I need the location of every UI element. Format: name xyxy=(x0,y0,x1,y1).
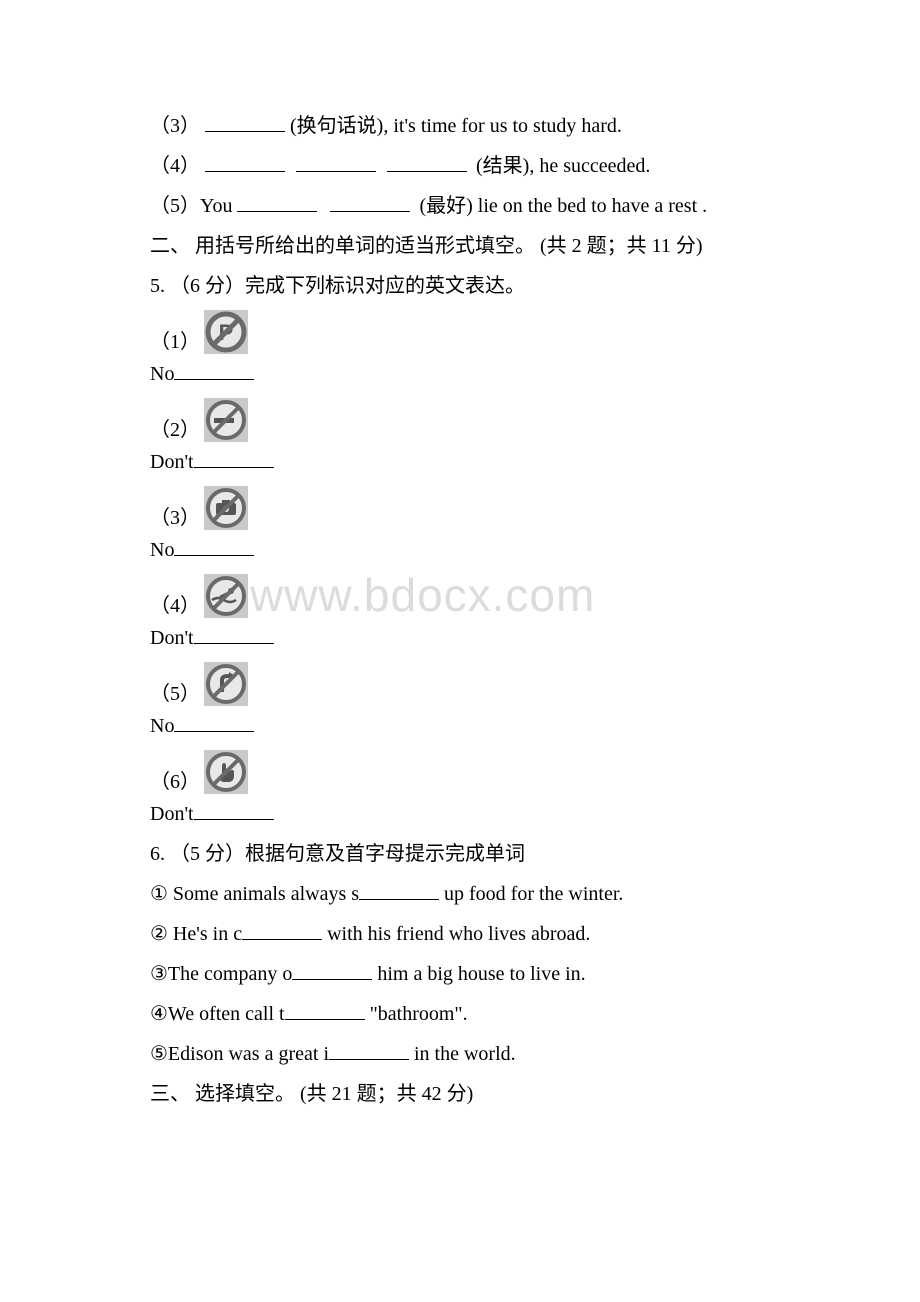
sign-3-prefix: No xyxy=(150,539,174,561)
no-swimming-icon xyxy=(204,574,248,618)
q6-5-tail: in the world. xyxy=(409,1043,516,1065)
q6-2-lead: ② He's in c xyxy=(150,923,242,945)
sign-5-num: （5） xyxy=(150,677,200,706)
sign-4-answer: Don't xyxy=(150,622,770,654)
sign-2-prefix: Don't xyxy=(150,451,194,473)
sign-4-num: （4） xyxy=(150,589,200,618)
no-smoking-icon xyxy=(204,398,248,442)
fill-blank[interactable] xyxy=(194,799,274,820)
fill-blank[interactable] xyxy=(205,111,285,132)
sign-1-num: （1） xyxy=(150,325,200,354)
question-5b: 5. （6 分）完成下列标识对应的英文表达。 xyxy=(150,270,770,302)
q5-num: （5） xyxy=(150,195,200,217)
sign-1-prefix: No xyxy=(150,363,174,385)
q5-lead: You xyxy=(200,195,237,217)
sign-3-num: （3） xyxy=(150,501,200,530)
sign-5-answer: No xyxy=(150,710,770,742)
fill-blank[interactable] xyxy=(205,151,285,172)
question-3: （3） (换句话说), it's time for us to study ha… xyxy=(150,110,770,142)
q6-4-lead: ④We often call t xyxy=(150,1003,285,1025)
sign-row-1: （1） P xyxy=(150,310,770,354)
fill-blank[interactable] xyxy=(174,359,254,380)
no-parking-icon: P xyxy=(204,310,248,354)
sign-row-4: （4） xyxy=(150,574,770,618)
q5-tail: lie on the bed to have a rest . xyxy=(473,195,707,217)
q6-item-5: ⑤Edison was a great i in the world. xyxy=(150,1038,770,1070)
sign-3-answer: No xyxy=(150,534,770,566)
question-4: （4） (结果), he succeeded. xyxy=(150,150,770,182)
no-right-turn-icon xyxy=(204,662,248,706)
q4-tail: , he succeeded. xyxy=(529,155,650,177)
q3-hint: (换句话说) xyxy=(290,115,383,137)
fill-blank[interactable] xyxy=(329,1039,409,1060)
q3-tail: , it's time for us to study hard. xyxy=(383,115,622,137)
question-6: 6. （5 分）根据句意及首字母提示完成单词 xyxy=(150,838,770,870)
fill-blank[interactable] xyxy=(237,191,317,212)
q6-item-3: ③The company o him a big house to live i… xyxy=(150,958,770,990)
q3-num: （3） xyxy=(150,115,200,137)
fill-blank[interactable] xyxy=(174,535,254,556)
fill-blank[interactable] xyxy=(330,191,410,212)
q5-hint: (最好) xyxy=(419,195,472,217)
fill-blank[interactable] xyxy=(194,447,274,468)
sign-row-2: （2） xyxy=(150,398,770,442)
section-3-heading: 三、 选择填空。 (共 21 题；共 42 分) xyxy=(150,1078,770,1110)
q6-3-tail: him a big house to live in. xyxy=(372,963,585,985)
sign-6-num: （6） xyxy=(150,765,200,794)
q6-1-lead: ① Some animals always s xyxy=(150,883,359,905)
no-photo-icon xyxy=(204,486,248,530)
question-5: （5）You (最好) lie on the bed to have a res… xyxy=(150,190,770,222)
sign-2-num: （2） xyxy=(150,413,200,442)
fill-blank[interactable] xyxy=(387,151,467,172)
sign-1-answer: No xyxy=(150,358,770,390)
q6-item-4: ④We often call t "bathroom". xyxy=(150,998,770,1030)
q6-1-tail: up food for the winter. xyxy=(439,883,623,905)
sign-6-prefix: Don't xyxy=(150,803,194,825)
fill-blank[interactable] xyxy=(242,919,322,940)
fill-blank[interactable] xyxy=(292,959,372,980)
sign-row-3: （3） xyxy=(150,486,770,530)
q4-hint: (结果) xyxy=(476,155,529,177)
sign-5-prefix: No xyxy=(150,715,174,737)
fill-blank[interactable] xyxy=(296,151,376,172)
q6-item-1: ① Some animals always s up food for the … xyxy=(150,878,770,910)
fill-blank[interactable] xyxy=(359,879,439,900)
fill-blank[interactable] xyxy=(174,711,254,732)
sign-6-answer: Don't xyxy=(150,798,770,830)
sign-row-5: （5） xyxy=(150,662,770,706)
q6-4-tail: "bathroom". xyxy=(365,1003,468,1025)
sign-2-answer: Don't xyxy=(150,446,770,478)
q6-2-tail: with his friend who lives abroad. xyxy=(322,923,590,945)
no-touch-icon xyxy=(204,750,248,794)
sign-4-prefix: Don't xyxy=(150,627,194,649)
fill-blank[interactable] xyxy=(285,999,365,1020)
q6-item-2: ② He's in c with his friend who lives ab… xyxy=(150,918,770,950)
sign-row-6: （6） xyxy=(150,750,770,794)
q6-5-lead: ⑤Edison was a great i xyxy=(150,1043,329,1065)
q6-3-lead: ③The company o xyxy=(150,963,292,985)
section-2-heading: 二、 用括号所给出的单词的适当形式填空。 (共 2 题；共 11 分) xyxy=(150,230,770,262)
q4-num: （4） xyxy=(150,155,200,177)
fill-blank[interactable] xyxy=(194,623,274,644)
